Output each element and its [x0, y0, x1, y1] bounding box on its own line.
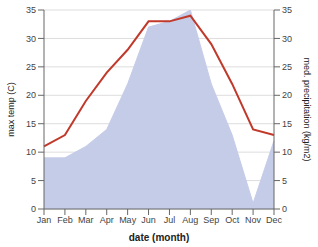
- svg-text:Aug: Aug: [182, 215, 198, 225]
- svg-text:5: 5: [282, 176, 287, 186]
- svg-text:med. precipitation (kg/m2): med. precipitation (kg/m2): [302, 57, 310, 161]
- svg-text:25: 25: [26, 62, 36, 72]
- svg-text:Jul: Jul: [164, 215, 176, 225]
- svg-text:max temp (C): max temp (C): [8, 82, 16, 137]
- svg-text:May: May: [119, 215, 137, 225]
- svg-text:Jan: Jan: [37, 215, 52, 225]
- svg-text:15: 15: [26, 119, 36, 129]
- svg-text:Mar: Mar: [78, 215, 94, 225]
- svg-text:35: 35: [26, 5, 36, 15]
- svg-text:15: 15: [282, 119, 292, 129]
- svg-text:10: 10: [282, 147, 292, 157]
- svg-text:Jun: Jun: [141, 215, 156, 225]
- svg-text:10: 10: [26, 147, 36, 157]
- svg-text:Oct: Oct: [225, 215, 240, 225]
- svg-text:0: 0: [31, 204, 36, 214]
- svg-text:0: 0: [282, 204, 287, 214]
- svg-text:25: 25: [282, 62, 292, 72]
- svg-text:Dec: Dec: [266, 215, 283, 225]
- svg-text:date (month): date (month): [129, 232, 190, 243]
- svg-text:30: 30: [26, 34, 36, 44]
- svg-text:Apr: Apr: [100, 215, 114, 225]
- svg-text:30: 30: [282, 34, 292, 44]
- svg-text:Sep: Sep: [203, 215, 219, 225]
- svg-text:20: 20: [282, 90, 292, 100]
- svg-text:35: 35: [282, 5, 292, 15]
- svg-text:Feb: Feb: [57, 215, 73, 225]
- svg-text:5: 5: [31, 176, 36, 186]
- svg-text:20: 20: [26, 90, 36, 100]
- svg-text:Nov: Nov: [245, 215, 262, 225]
